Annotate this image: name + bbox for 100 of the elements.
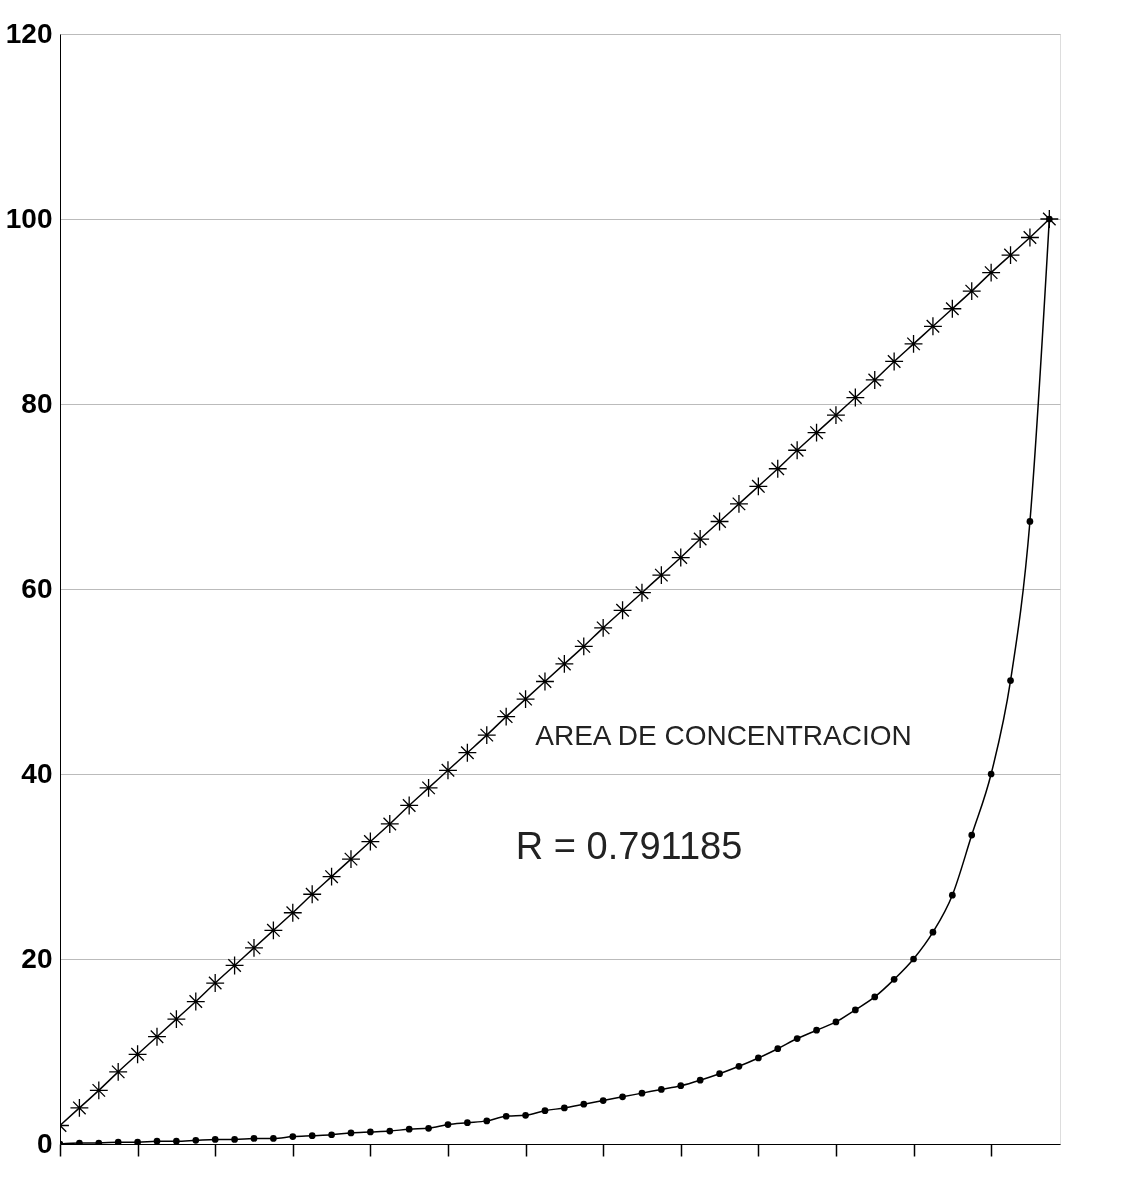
- point: [515, 689, 536, 709]
- point: [147, 1027, 167, 1047]
- point: [716, 1070, 723, 1078]
- y-tick-label: 40: [21, 757, 53, 789]
- point: [438, 760, 458, 780]
- point: [502, 1112, 510, 1120]
- point: [153, 1137, 161, 1144]
- point: [425, 1124, 432, 1132]
- point: [942, 299, 962, 319]
- point: [270, 1135, 277, 1142]
- point: [418, 778, 439, 798]
- point: [69, 1098, 89, 1118]
- point: [651, 565, 671, 585]
- point: [380, 814, 400, 834]
- point: [108, 1062, 128, 1082]
- point: [496, 707, 516, 727]
- point: [289, 1133, 297, 1140]
- point: [768, 459, 788, 479]
- point: [321, 867, 342, 887]
- point: [735, 1062, 743, 1070]
- y-tick-label: 20: [21, 942, 53, 974]
- point: [638, 1089, 646, 1097]
- point: [1007, 677, 1014, 684]
- point: [186, 991, 206, 1012]
- point: [477, 725, 497, 745]
- point: [632, 583, 652, 603]
- point: [832, 1018, 840, 1026]
- point: [884, 351, 904, 372]
- point: [76, 1139, 83, 1144]
- point: [405, 1125, 413, 1133]
- point: [968, 831, 976, 839]
- point: [987, 770, 995, 778]
- point: [328, 1131, 335, 1139]
- point: [787, 440, 807, 460]
- point: [619, 1093, 626, 1101]
- point: [890, 976, 898, 983]
- point: [464, 1119, 471, 1127]
- point: [981, 263, 1001, 283]
- point: [845, 387, 865, 408]
- point: [755, 1054, 762, 1062]
- point: [302, 884, 322, 904]
- point: [813, 1026, 820, 1034]
- point: [231, 1136, 238, 1143]
- point: [690, 529, 710, 549]
- point: [696, 1076, 704, 1084]
- point: [574, 636, 594, 656]
- point: [399, 795, 419, 816]
- point: [851, 1006, 859, 1014]
- point: [341, 849, 361, 869]
- point: [244, 938, 264, 958]
- point: [114, 1138, 122, 1144]
- point: [541, 1107, 549, 1115]
- point: [729, 494, 749, 514]
- point: [1000, 245, 1021, 265]
- point: [134, 1138, 141, 1144]
- point: [535, 671, 555, 692]
- y-tick-label: 60: [21, 572, 53, 604]
- point: [347, 1129, 355, 1137]
- point: [612, 600, 633, 620]
- point: [263, 920, 283, 940]
- point: [962, 281, 982, 301]
- point: [929, 928, 937, 936]
- point: [923, 316, 943, 336]
- y-tick-label: 0: [36, 1127, 53, 1159]
- point: [580, 1100, 588, 1108]
- point: [444, 1121, 452, 1128]
- point: [658, 1086, 665, 1093]
- point: [367, 1128, 374, 1136]
- point: [774, 1045, 782, 1053]
- point: [386, 1127, 394, 1135]
- point: [865, 370, 885, 390]
- point: [205, 973, 225, 993]
- point: [554, 654, 574, 674]
- annotation: AREA DE CONCENTRACION: [535, 720, 912, 751]
- point: [561, 1104, 568, 1112]
- point: [948, 891, 956, 899]
- point: [89, 1080, 109, 1100]
- point: [483, 1117, 491, 1125]
- point: [224, 955, 245, 976]
- point: [806, 423, 827, 443]
- point: [903, 334, 924, 354]
- point: [250, 1135, 258, 1142]
- point: [308, 1132, 316, 1140]
- point: [283, 903, 303, 923]
- y-tick-label: 120: [5, 17, 53, 49]
- point: [671, 547, 691, 568]
- point: [360, 831, 380, 852]
- y-tick-label: 80: [21, 387, 53, 419]
- point: [457, 743, 477, 763]
- point: [1026, 518, 1034, 525]
- point: [166, 1009, 186, 1029]
- point: [599, 1097, 607, 1104]
- point: [1020, 227, 1040, 248]
- point: [128, 1044, 148, 1064]
- point: [826, 405, 846, 425]
- point: [709, 511, 730, 532]
- point: [192, 1136, 200, 1144]
- point: [677, 1082, 685, 1090]
- point: [748, 476, 768, 496]
- point: [593, 618, 613, 638]
